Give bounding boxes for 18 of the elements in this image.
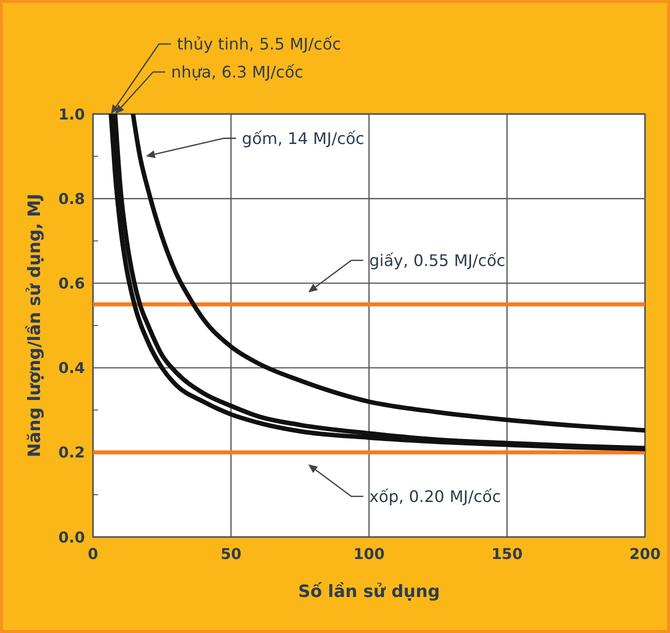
x-tick-label: 0 — [88, 545, 98, 563]
y-tick-label: 0.4 — [58, 359, 85, 378]
annotation: gốm, 14 MJ/cốc — [242, 128, 364, 148]
text: nhựa, 6.3 MJ/cốc — [171, 62, 304, 82]
ref-line-label: giấy, 0.55 MJ/cốc — [369, 250, 506, 270]
y-axis-title: Năng lượng/lần sử dụng, MJ — [25, 194, 45, 458]
x-tick-label: 150 — [491, 545, 523, 563]
ref-line-label: xốp, 0.20 MJ/cốc — [369, 487, 501, 506]
x-tick-label: 100 — [353, 545, 385, 563]
y-tick-label: 0.6 — [58, 274, 85, 292]
x-tick-label: 200 — [629, 545, 661, 563]
y-tick-label: 0.8 — [58, 190, 85, 208]
y-tick-label: 1.0 — [58, 105, 85, 124]
text: thủy tinh, 5.5 MJ/cốc — [176, 34, 342, 54]
x-axis-title: Số lần sử dụng — [298, 582, 440, 602]
x-tick-label: 50 — [220, 545, 242, 563]
y-tick-label: 0.0 — [58, 528, 85, 546]
y-tick-label: 0.2 — [58, 444, 85, 462]
